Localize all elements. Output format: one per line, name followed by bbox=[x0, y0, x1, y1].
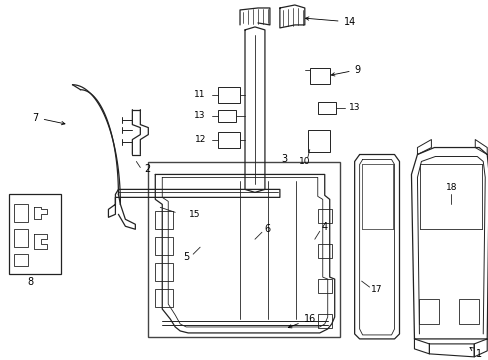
Text: 17: 17 bbox=[370, 284, 382, 293]
Bar bbox=[317, 102, 335, 114]
Text: 14: 14 bbox=[305, 17, 355, 27]
Bar bbox=[317, 279, 331, 293]
Text: 10: 10 bbox=[299, 157, 310, 166]
Bar bbox=[317, 209, 331, 223]
Text: 16: 16 bbox=[288, 314, 315, 328]
Bar bbox=[14, 254, 28, 266]
Bar bbox=[458, 299, 478, 324]
Bar bbox=[148, 162, 339, 337]
Text: 3: 3 bbox=[281, 154, 287, 165]
Text: 6: 6 bbox=[264, 224, 270, 234]
Bar bbox=[317, 314, 331, 328]
Bar bbox=[309, 68, 329, 84]
Bar bbox=[155, 211, 173, 229]
Text: 4: 4 bbox=[321, 222, 327, 232]
Text: 9: 9 bbox=[331, 65, 360, 76]
Bar bbox=[155, 263, 173, 281]
Text: 13: 13 bbox=[348, 103, 360, 112]
Text: 11: 11 bbox=[194, 90, 205, 99]
Bar bbox=[419, 299, 439, 324]
Text: 18: 18 bbox=[445, 183, 456, 192]
Text: 12: 12 bbox=[194, 135, 205, 144]
Bar bbox=[14, 204, 28, 222]
Bar bbox=[155, 289, 173, 307]
Bar bbox=[14, 229, 28, 247]
Text: 5: 5 bbox=[183, 252, 189, 262]
Bar bbox=[9, 194, 61, 274]
Text: 8: 8 bbox=[27, 277, 34, 287]
Bar bbox=[218, 131, 240, 148]
Bar bbox=[317, 244, 331, 258]
Bar bbox=[155, 237, 173, 255]
Bar bbox=[218, 110, 236, 122]
Text: 15: 15 bbox=[189, 210, 201, 219]
Text: 2: 2 bbox=[144, 165, 150, 175]
Text: 13: 13 bbox=[194, 111, 205, 120]
Bar bbox=[307, 130, 329, 152]
Bar bbox=[218, 87, 240, 103]
Text: 7: 7 bbox=[33, 113, 65, 125]
Text: 1: 1 bbox=[469, 347, 481, 359]
